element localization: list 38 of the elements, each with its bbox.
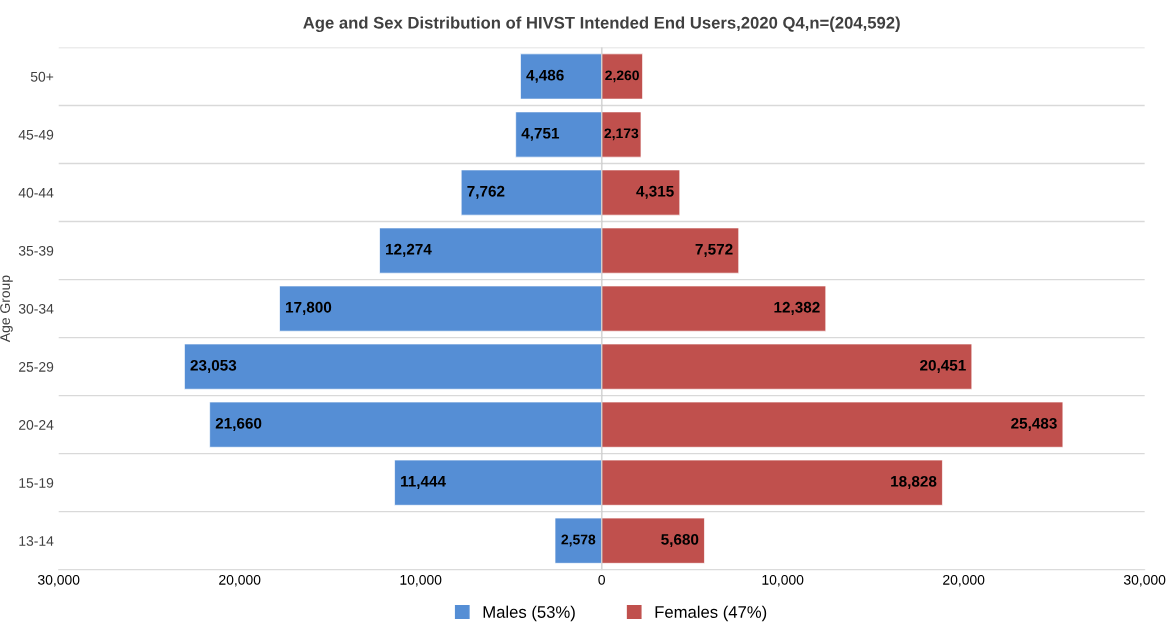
x-tick-label: 0: [598, 574, 605, 585]
legend-label: Females (47%): [655, 605, 767, 622]
y-axis-title: Age Group: [0, 275, 13, 343]
data-label: 7,762: [467, 185, 505, 199]
data-label: 12,382: [774, 301, 820, 315]
y-tick-label: 45-49: [18, 129, 54, 140]
data-label: 7,572: [695, 243, 733, 257]
data-label: 12,274: [386, 243, 432, 257]
data-label: 23,053: [190, 359, 237, 373]
x-tick-label: 10,000: [762, 574, 804, 587]
data-label: 4,486: [526, 69, 564, 83]
y-tick-label: 30-34: [18, 303, 54, 314]
data-label: 4,315: [636, 185, 674, 199]
legend-label: Males (53%): [483, 605, 575, 622]
y-tick-label: 13-14: [19, 536, 54, 546]
x-tick-label: 30,000: [1123, 574, 1166, 587]
y-tick-label: 40-44: [18, 187, 54, 198]
x-tick-label: 30,000: [37, 574, 80, 587]
y-tick-label: 50+: [30, 71, 54, 82]
y-tick-label: 25-29: [19, 361, 54, 372]
data-label: 5,680: [661, 533, 699, 547]
chart-title: Age and Sex Distribution of HIVST Intended End Users,2020 Q4,n=(204,592): [303, 16, 900, 33]
x-tick-label: 20,000: [943, 574, 985, 587]
data-label: 2,173: [604, 128, 639, 141]
x-tick-label: 20,000: [219, 574, 261, 587]
y-tick-label: 15-19: [19, 478, 54, 488]
y-tick-label: 35-39: [18, 245, 54, 256]
data-label: 2,260: [605, 70, 639, 83]
data-label: 25,483: [1011, 417, 1057, 431]
data-label: 20,451: [920, 359, 966, 373]
data-label: 11,444: [401, 476, 446, 489]
data-label: 2,578: [561, 534, 596, 547]
x-tick-label: 10,000: [400, 574, 442, 587]
data-label: 17,800: [286, 301, 332, 315]
y-tick-label: 20-24: [19, 419, 54, 430]
data-label: 21,660: [215, 417, 262, 431]
data-label: 4,751: [521, 127, 560, 141]
data-label: 18,828: [891, 475, 937, 489]
